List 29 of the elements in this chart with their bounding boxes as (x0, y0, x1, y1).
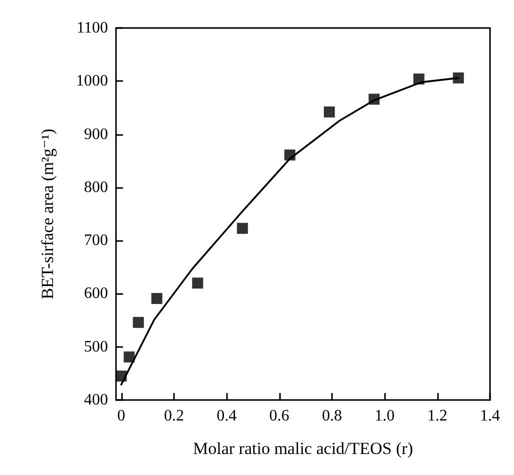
point (124, 351, 135, 362)
point (151, 292, 162, 304)
x-tick-label: 1.0 (374, 408, 395, 424)
y-axis-title: BET-sirface area (m²g⁻¹) (38, 128, 57, 300)
x-axis-title: Molar ratio malic acid/TEOS (r) (193, 439, 413, 458)
y-tick-label: 600 (84, 285, 108, 302)
point (324, 106, 335, 118)
x-tick-label: 0.8 (322, 408, 342, 424)
y-tick-label: 1100 (76, 20, 108, 36)
point (284, 150, 296, 161)
point (452, 72, 464, 84)
x-tick-label: 1.2 (427, 408, 448, 424)
y-tick-label: 1000 (76, 72, 108, 90)
y-tick-label: 800 (84, 178, 108, 196)
y-tick-label: 400 (84, 392, 108, 408)
point (236, 222, 248, 234)
point (413, 74, 424, 85)
x-tick-label: 0.6 (269, 408, 290, 424)
x-tick-label: 1.4 (480, 408, 500, 424)
point (132, 316, 144, 328)
x-tick-label: 0 (117, 408, 126, 424)
y-tick-label: 700 (84, 232, 108, 250)
point (116, 370, 127, 382)
x-tick-label: 0.4 (216, 408, 237, 424)
y-tick-label: 500 (84, 338, 108, 356)
point (368, 94, 380, 105)
x-tick-label: 0.2 (164, 408, 184, 424)
y-tick-label: 900 (84, 126, 108, 143)
point (192, 278, 204, 289)
